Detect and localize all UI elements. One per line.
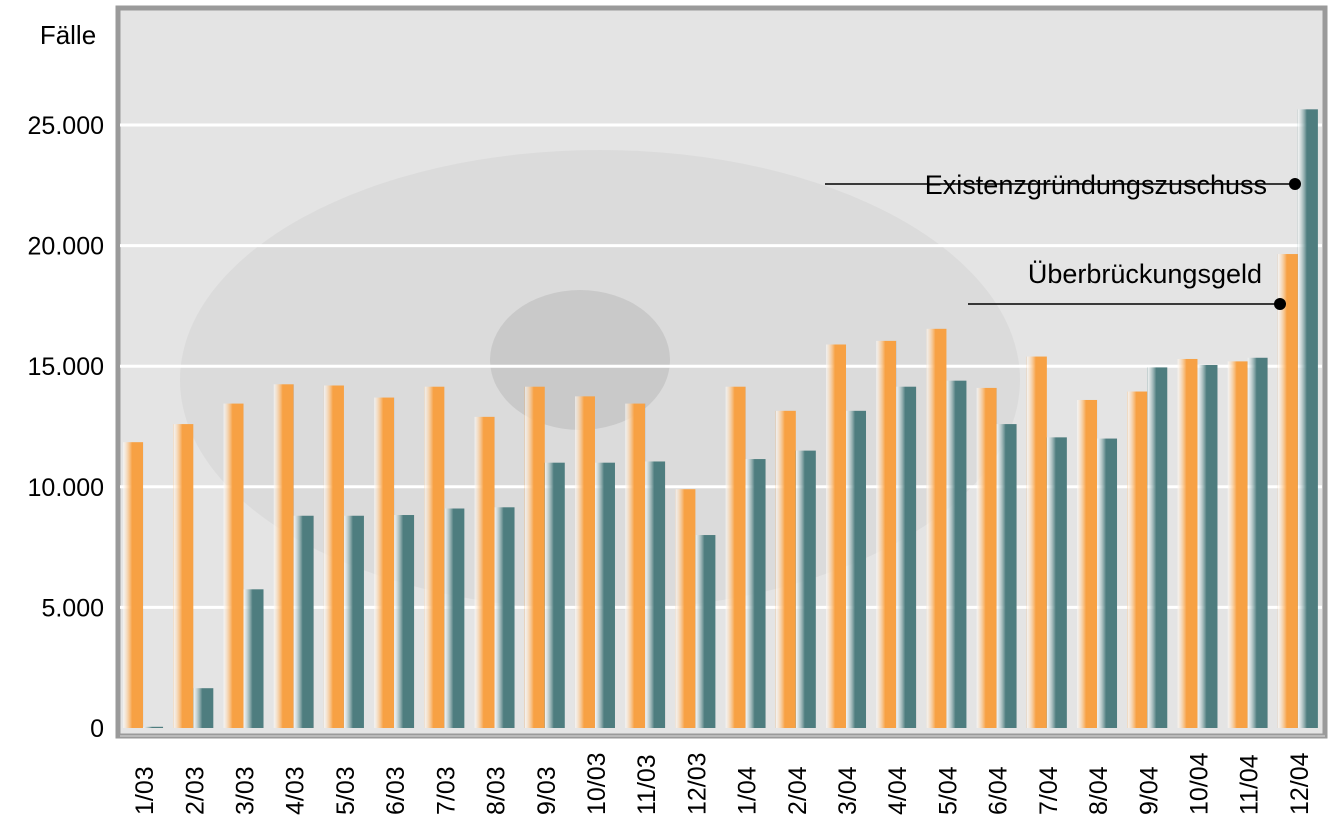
bar xyxy=(846,411,866,728)
x-tick-label: 9/04 xyxy=(1135,766,1163,815)
annotation-dot xyxy=(1274,298,1286,310)
bar xyxy=(1177,359,1197,728)
y-tick-label: 10.000 xyxy=(28,474,104,502)
x-tick-label: 8/03 xyxy=(483,766,511,815)
x-tick-label: 2/04 xyxy=(784,766,812,815)
bar xyxy=(695,535,715,728)
bar xyxy=(294,516,314,728)
bar xyxy=(575,396,595,728)
bar xyxy=(193,688,213,728)
bar xyxy=(123,442,143,728)
bar xyxy=(726,387,746,728)
bar xyxy=(1278,254,1298,728)
bar xyxy=(1097,439,1117,728)
bar xyxy=(946,381,966,728)
bar xyxy=(1248,358,1268,728)
x-tick-label: 7/04 xyxy=(1035,766,1063,815)
bar xyxy=(926,329,946,728)
series-annotation: Überbrückungsgeld xyxy=(1028,259,1262,289)
bar xyxy=(1047,437,1067,728)
bar xyxy=(394,515,414,728)
bar xyxy=(424,387,444,728)
x-tick-label: 6/03 xyxy=(382,766,410,815)
bar xyxy=(796,451,816,728)
y-tick-label: 20.000 xyxy=(28,233,104,261)
bar xyxy=(776,411,796,728)
x-tick-label: 2/03 xyxy=(181,766,209,815)
bar xyxy=(997,424,1017,728)
bar xyxy=(444,509,464,728)
x-tick-label: 1/04 xyxy=(734,766,762,815)
series-annotation: Existenzgründungszuschuss xyxy=(925,170,1267,200)
bar xyxy=(1077,400,1097,728)
y-tick-label: 25.000 xyxy=(28,112,104,140)
y-tick-label: 5.000 xyxy=(41,594,104,622)
y-tick-label: 0 xyxy=(90,715,104,743)
x-tick-label: 4/03 xyxy=(282,766,310,815)
bar xyxy=(244,589,264,728)
page: {"chart_data": {"type": "bar", "y_label"… xyxy=(0,0,1331,821)
bar xyxy=(525,387,545,728)
bar xyxy=(344,516,364,728)
x-tick-label: 6/04 xyxy=(985,766,1013,815)
x-tick-label: 1/03 xyxy=(131,766,159,815)
bar xyxy=(625,404,645,728)
bar xyxy=(876,341,896,728)
x-tick-label: 3/03 xyxy=(232,766,260,815)
x-tick-label: 12/03 xyxy=(683,752,711,815)
y-tick-label: 15.000 xyxy=(28,353,104,381)
bar xyxy=(1027,357,1047,728)
x-tick-label: 5/04 xyxy=(934,766,962,815)
chart: Fälle 0 5.000 10.000 15.000 20.000 25.000 1/03… xyxy=(0,0,1331,821)
bar xyxy=(1197,365,1217,728)
bar xyxy=(545,463,565,728)
bar xyxy=(173,424,193,728)
bar xyxy=(826,344,846,728)
bar xyxy=(977,388,997,728)
bar xyxy=(595,463,615,728)
bar xyxy=(675,489,695,728)
x-tick-label: 8/04 xyxy=(1085,766,1113,815)
x-tick-label: 7/03 xyxy=(432,766,460,815)
bar xyxy=(896,387,916,728)
x-tick-label: 4/04 xyxy=(884,766,912,815)
x-tick-label: 10/03 xyxy=(583,752,611,815)
bar xyxy=(1147,367,1167,728)
bar xyxy=(324,385,344,728)
bar xyxy=(374,398,394,728)
annotation-dot xyxy=(1289,178,1301,190)
x-tick-label: 11/04 xyxy=(1236,754,1264,815)
bar xyxy=(1127,392,1147,728)
x-tick-label: 5/03 xyxy=(332,766,360,815)
x-tick-label: 11/03 xyxy=(633,754,661,815)
bar xyxy=(224,404,244,728)
bar xyxy=(645,461,665,728)
x-tick-label: 10/04 xyxy=(1185,752,1213,815)
bar xyxy=(1298,109,1318,728)
bar xyxy=(475,417,495,728)
x-tick-label: 12/04 xyxy=(1286,752,1314,815)
bar xyxy=(495,507,515,728)
bar xyxy=(1228,361,1248,728)
bar xyxy=(274,384,294,728)
y-axis-label: Fälle xyxy=(40,20,96,50)
bar xyxy=(746,459,766,728)
bar xyxy=(143,727,163,728)
x-tick-label: 9/03 xyxy=(533,766,561,815)
x-tick-label: 3/04 xyxy=(834,766,862,815)
